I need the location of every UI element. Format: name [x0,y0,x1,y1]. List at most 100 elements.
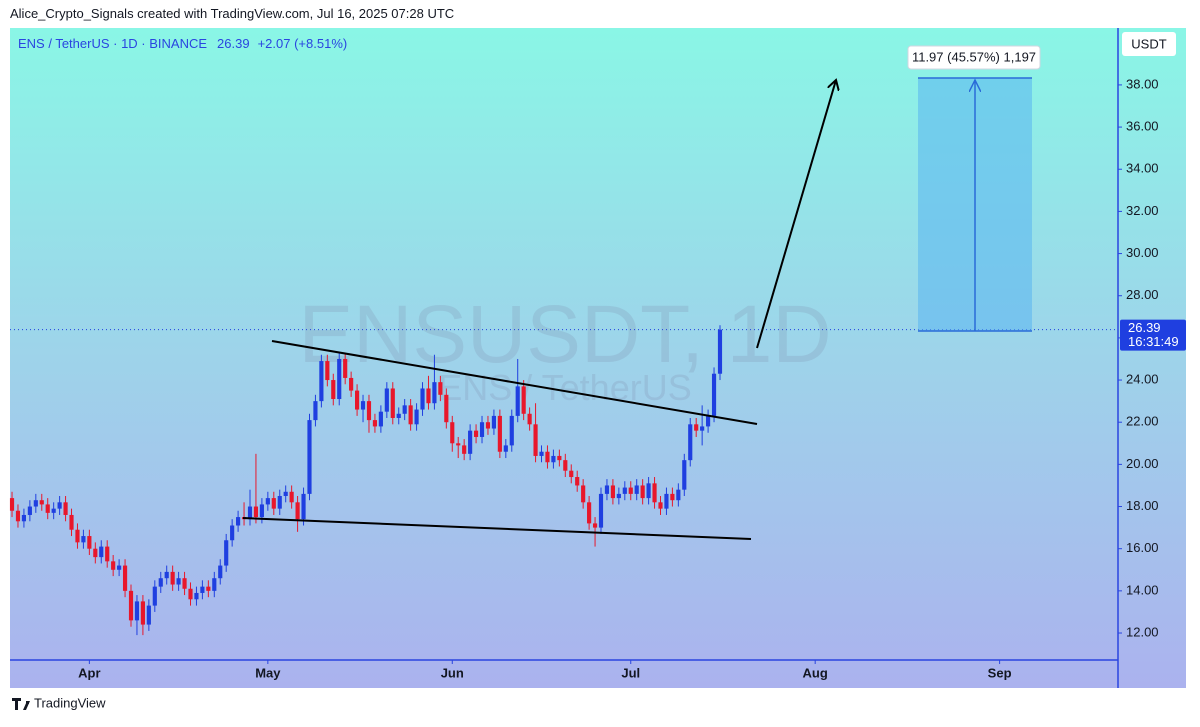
candle-body [87,536,92,549]
candle-body [378,411,383,427]
candle-body [384,388,389,412]
candle-body [337,358,342,400]
candle-body [313,401,318,421]
candle-body [99,546,104,558]
candle-body [27,506,32,515]
candle-body [527,413,532,425]
candle-body [420,388,425,410]
candle-body [57,502,62,509]
y-tick-label: 18.00 [1126,498,1159,513]
candle-body [271,498,276,509]
candle-body [569,470,574,478]
candle-body [551,455,556,463]
candle-body [694,424,699,431]
candle-body [253,506,259,518]
candle-body [188,588,193,600]
candle-body [450,422,455,444]
candle-body [265,498,270,505]
candle-body [75,529,80,543]
legend-change: +2.07 (+8.51%) [258,36,348,51]
candle-body [390,388,395,418]
candle-body [331,380,336,400]
candle-body [634,485,639,494]
trend-line-upper [271,340,758,425]
last-price-tag [1120,319,1186,351]
candle-body [456,443,461,446]
candle-body [366,401,372,421]
candle-body [81,536,86,543]
brand: TradingView [34,695,106,710]
currency-button[interactable] [1122,32,1176,56]
y-tick-label: 36.00 [1126,119,1159,134]
projection-arrow [756,80,836,349]
candle-body [628,487,633,494]
candle-body [402,405,407,414]
candle-body [164,571,169,579]
candle-body [69,514,74,530]
y-tick-label: 24.00 [1126,371,1159,386]
legend-last-price: 26.39 [217,36,250,51]
candle-body [158,578,163,587]
candle-body [497,415,502,452]
candle-body [176,578,181,585]
x-tick-label: Sep [988,665,1012,680]
footer [0,690,1200,722]
candle-body [432,382,437,404]
candle-body [301,493,306,520]
x-tick-label: Apr [78,665,100,680]
candle-body [206,586,211,591]
candle-body [575,477,580,486]
y-tick-label: 28.00 [1126,287,1159,302]
trend-line-lower [242,517,752,540]
candle-body [557,455,562,461]
candle-body [230,525,235,541]
candle-body [581,485,586,503]
y-tick-label: 32.00 [1126,203,1159,218]
candle-body [563,460,568,471]
candle-body [63,502,68,515]
candle-body [146,605,151,625]
candle-body [15,510,21,522]
candle-body [128,590,134,621]
y-tick-label: 12.00 [1126,624,1159,639]
candle-body [111,561,116,570]
candle-body [289,491,294,503]
symbol-legend: ENS / TetherUS · 1D · BINANCE 26.39 +2.07 … [18,36,347,51]
candle-body [604,485,610,494]
candle-body [212,578,217,591]
candle-body [372,420,378,427]
y-tick-label: 20.00 [1126,456,1159,471]
candle-body [117,565,122,570]
candle-body [616,493,621,499]
candle-body [682,460,687,490]
candle-body [122,565,128,591]
x-tick-label: Jul [621,665,640,680]
candle-body [468,430,473,454]
candle-body [134,601,140,621]
candle-body [622,487,627,494]
candle-body [33,500,38,507]
candle-body [592,523,598,528]
candle-body [670,493,675,501]
currency-label[interactable]: USDT [1131,36,1166,51]
candle-body [39,500,44,505]
x-tick-label: Jun [441,665,464,680]
candle-body [349,377,354,391]
candle-body [360,401,366,410]
candle-body [664,493,669,509]
candle-body [515,386,520,416]
candle-body [598,493,604,528]
candle-body [21,514,27,522]
watermark: ENSUSDT, 1D [298,289,831,380]
candle-body [182,578,187,589]
y-tick-label: 30.00 [1126,245,1159,260]
candle-body [283,491,288,496]
candle-body [277,495,282,509]
candle-body [218,565,223,579]
countdown-label: 16:31:49 [1128,334,1179,349]
x-tick-label: May [255,665,281,680]
candle-body [325,361,330,381]
candle-body [396,413,401,418]
